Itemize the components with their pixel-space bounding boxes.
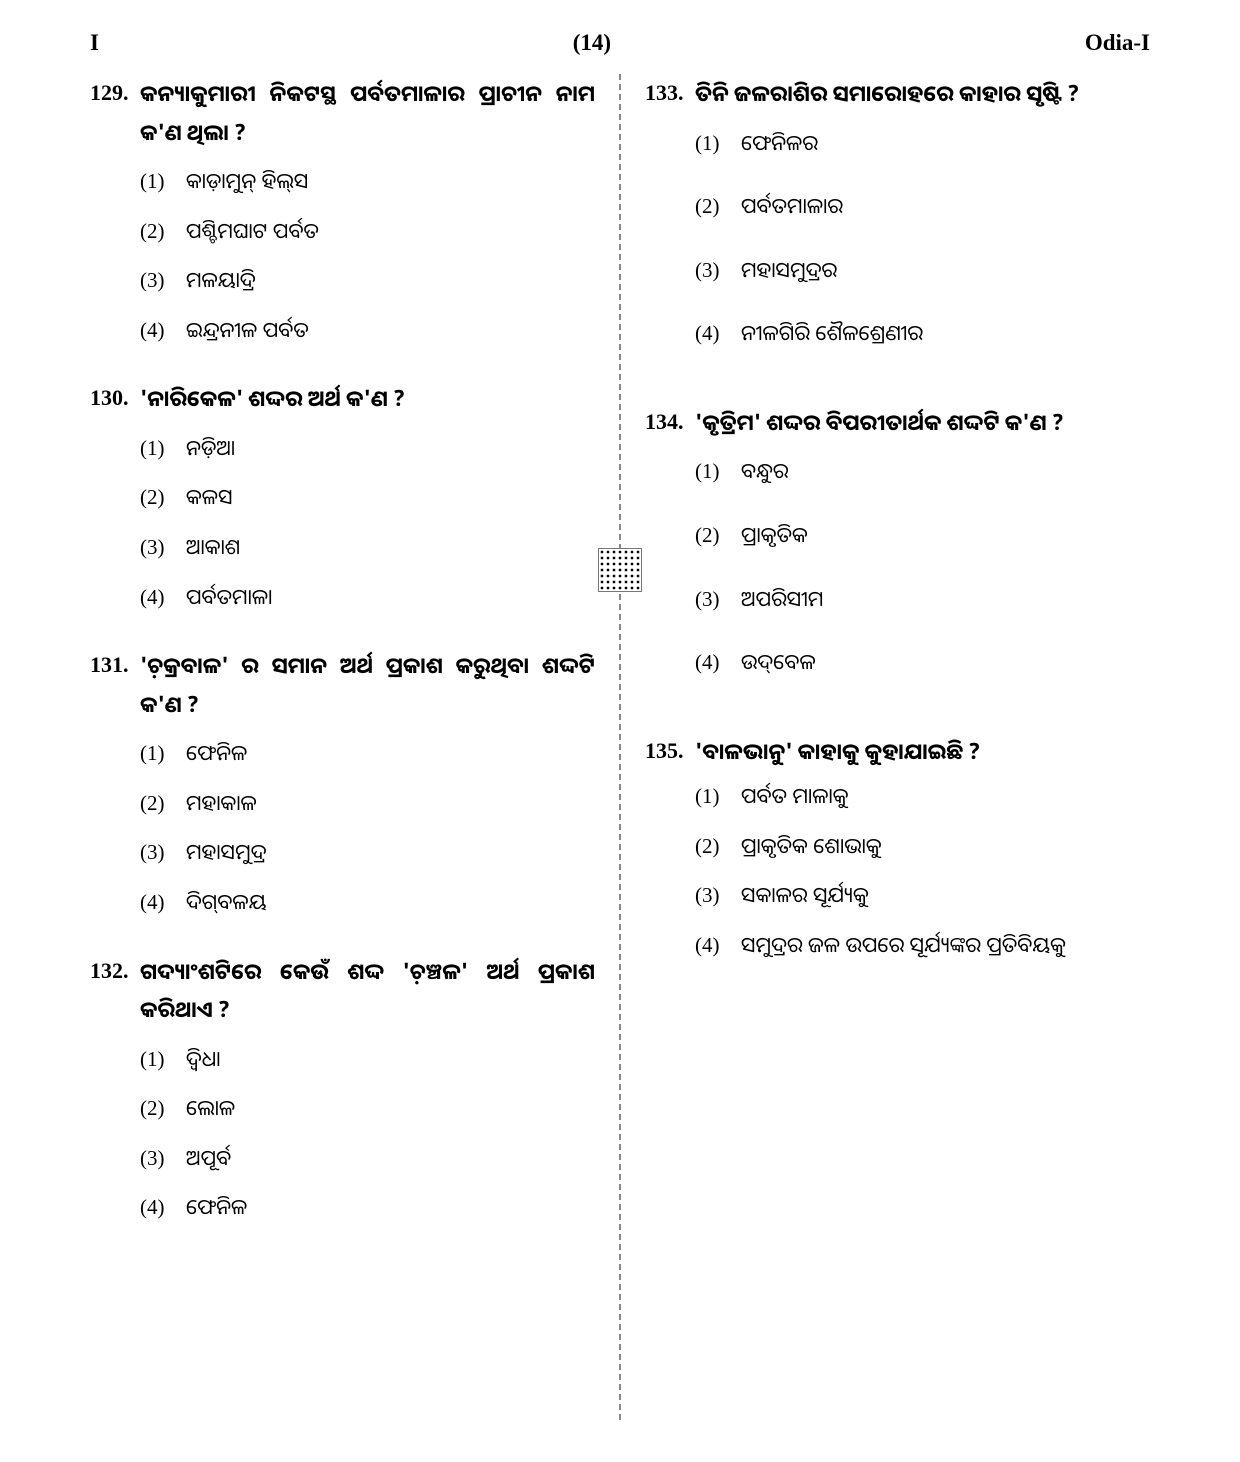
option-text: ଅପରିସୀମ [741, 583, 1150, 617]
option-number: (4) [695, 929, 741, 963]
left-column: 129. କନ୍ୟାକୁମାରୀ ନିକଟସ୍ଥ ପର୍ବତମାଳାର ପ୍ରା… [90, 74, 619, 1424]
question-block: 133. ତିନି ଜଳରାଶିର ସମାରୋହରେ କାହାର ସୃଷ୍ଟି … [645, 74, 1150, 351]
option-number: (4) [695, 317, 741, 351]
option-text: ବନ୍ଧୁର [741, 455, 1150, 489]
option-text: ସମୁଦ୍ରର ଜଳ ଉପରେ ସୂର୍ଯ୍ୟଙ୍କର ପ୍ରତିବିୟକୁ [741, 929, 1150, 963]
option-number: (4) [140, 314, 186, 348]
option-number: (2) [140, 1092, 186, 1126]
option-text: କାଡ଼ାମୁନ୍ ହିଲ୍‌ସ [186, 165, 595, 199]
question-text: 'ନାରିକେଳ' ଶଦ୍ଦର ଅର୍ଥ କ'ଣ ? [140, 379, 595, 418]
option-text: ଫେନିଳ [186, 737, 595, 771]
option-number: (4) [695, 646, 741, 680]
option-text: ମହାସମୁଦ୍ର [186, 836, 595, 870]
question-number: 132. [90, 952, 140, 991]
option-text: ପ୍ରାକୃତିକ ଶୋଭାକୁ [741, 830, 1150, 864]
question-text: ଗଦ୍ୟାଂଶଟିରେ କେଉଁ ଶଦ୍ଦ 'ଚ଼ଞ୍ଚଳ' ଅର୍ଥ ପ୍ରକ… [140, 952, 595, 1029]
question-text: 'କୃତ୍ରିମ' ଶଦ୍ଦର ବିପରୀତାର୍ଥକ ଶଦ୍ଦଟି କ'ଣ ? [695, 403, 1150, 442]
option-number: (2) [695, 190, 741, 224]
option-number: (2) [695, 830, 741, 864]
right-column: 133. ତିନି ଜଳରାଶିର ସମାରୋହରେ କାହାର ସୃଷ୍ଟି … [621, 74, 1150, 1424]
question-block: 131. 'ଚ଼କ୍ରବାଳ' ର ସମାନ ଅର୍ଥ ପ୍ରକାଶ କରୁଥି… [90, 646, 595, 919]
option-text: କଳସ [186, 481, 595, 515]
option-text: ନୀଳଗିରି ଶୈଳଶ୍ରେଣୀର [741, 317, 1150, 351]
option-text: ଆକାଶ [186, 531, 595, 565]
header-left: I [90, 30, 99, 56]
option-number: (2) [140, 481, 186, 515]
option-number: (3) [695, 254, 741, 288]
option-number: (2) [140, 787, 186, 821]
option-text: ପର୍ବତ ମାଳାକୁ [741, 780, 1150, 814]
option-number: (1) [695, 127, 741, 161]
option-number: (3) [140, 1142, 186, 1176]
option-text: ସକାଳର ସୂର୍ଯ୍ୟକୁ [741, 879, 1150, 913]
question-number: 129. [90, 74, 140, 113]
page-header: I (14) Odia-I [90, 30, 1150, 56]
columns: 129. କନ୍ୟାକୁମାରୀ ନିକଟସ୍ଥ ପର୍ବତମାଳାର ପ୍ରା… [90, 74, 1150, 1424]
option-text: ନଡ଼ିଆ [186, 432, 595, 466]
question-text: କନ୍ୟାକୁମାରୀ ନିକଟସ୍ଥ ପର୍ବତମାଳାର ପ୍ରାଚୀନ ନ… [140, 74, 595, 151]
option-number: (3) [140, 836, 186, 870]
option-text: ପର୍ବତମାଳାର [741, 190, 1150, 224]
option-number: (4) [140, 581, 186, 615]
question-number: 135. [645, 732, 695, 771]
page: I (14) Odia-I 129. କନ୍ୟାକୁମାରୀ ନିକଟସ୍ଥ ପ… [0, 0, 1240, 1462]
option-text: ଅପୂର୍ବ [186, 1142, 595, 1176]
option-number: (2) [140, 215, 186, 249]
option-number: (4) [140, 886, 186, 920]
question-block: 134. 'କୃତ୍ରିମ' ଶଦ୍ଦର ବିପରୀତାର୍ଥକ ଶଦ୍ଦଟି … [645, 403, 1150, 680]
question-text: 'ବାଳଭାନୁ' କାହାକୁ କୁହାଯାଇଛି ? [695, 732, 1150, 771]
option-number: (3) [140, 531, 186, 565]
question-number: 134. [645, 403, 695, 442]
option-number: (3) [695, 879, 741, 913]
option-number: (1) [695, 455, 741, 489]
question-number: 131. [90, 646, 140, 685]
option-text: ଦ୍ୱିଧା [186, 1043, 595, 1077]
option-text: ଲୋଳ [186, 1092, 595, 1126]
question-block: 135. 'ବାଳଭାନୁ' କାହାକୁ କୁହାଯାଇଛି ? (1)ପର୍… [645, 732, 1150, 963]
option-text: ପର୍ବତମାଳା [186, 581, 595, 615]
header-center: (14) [99, 30, 1085, 56]
option-number: (1) [140, 1043, 186, 1077]
option-number: (3) [695, 583, 741, 617]
question-block: 130. 'ନାରିକେଳ' ଶଦ୍ଦର ଅର୍ଥ କ'ଣ ? (1)ନଡ଼ିଆ… [90, 379, 595, 614]
option-number: (4) [140, 1191, 186, 1225]
question-text: 'ଚ଼କ୍ରବାଳ' ର ସମାନ ଅର୍ଥ ପ୍ରକାଶ କରୁଥିବା ଶଦ… [140, 646, 595, 723]
option-text: ଉଦ୍‌ବେଳ [741, 646, 1150, 680]
option-text: ମଳୟାଦ୍ରି [186, 264, 595, 298]
option-text: ଫେନିଳର [741, 127, 1150, 161]
option-number: (1) [140, 737, 186, 771]
question-text: ତିନି ଜଳରାଶିର ସମାରୋହରେ କାହାର ସୃଷ୍ଟି ? [695, 74, 1150, 113]
option-text: ମହାସମୁଦ୍ରର [741, 254, 1150, 288]
option-number: (3) [140, 264, 186, 298]
option-text: ପ୍ରାକୃତିକ [741, 519, 1150, 553]
option-text: ମହାକାଳ [186, 787, 595, 821]
option-number: (1) [140, 432, 186, 466]
option-text: ଦିଗ୍‌ବଳୟ [186, 886, 595, 920]
option-number: (1) [695, 780, 741, 814]
question-block: 132. ଗଦ୍ୟାଂଶଟିରେ କେଉଁ ଶଦ୍ଦ 'ଚ଼ଞ୍ଚଳ' ଅର୍ଥ… [90, 952, 595, 1225]
question-number: 130. [90, 379, 140, 418]
option-text: ଫେନିଳ [186, 1191, 595, 1225]
question-block: 129. କନ୍ୟାକୁମାରୀ ନିକଟସ୍ଥ ପର୍ବତମାଳାର ପ୍ରା… [90, 74, 595, 347]
qr-code-icon [598, 548, 642, 592]
option-text: ଇନ୍ଦ୍ରନୀଳ ପର୍ବତ [186, 314, 595, 348]
option-text: ପଶ୍ଚିମଘାଟ ପର୍ବତ [186, 215, 595, 249]
header-right: Odia-I [1085, 30, 1150, 56]
question-number: 133. [645, 74, 695, 113]
option-number: (1) [140, 165, 186, 199]
option-number: (2) [695, 519, 741, 553]
